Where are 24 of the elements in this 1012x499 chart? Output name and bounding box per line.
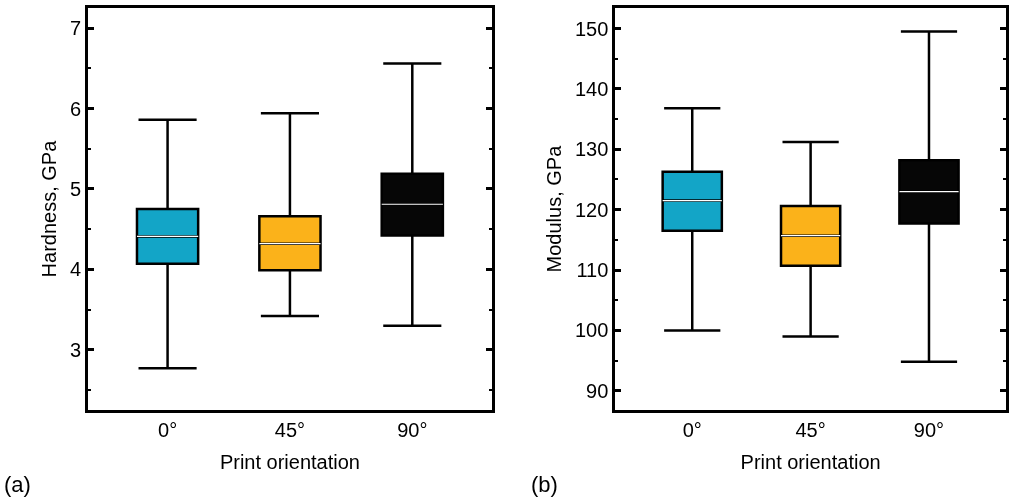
y-tick-label: 120 bbox=[574, 198, 609, 221]
y-tick-label: 100 bbox=[574, 319, 609, 342]
x-tick-label: 90° bbox=[397, 419, 428, 442]
x-tick-label: 45° bbox=[795, 419, 826, 442]
y-tick-label: 130 bbox=[574, 138, 609, 161]
x-tick-label: 0° bbox=[682, 419, 702, 442]
y-tick-label: 140 bbox=[574, 77, 609, 100]
y-tick-label: 6 bbox=[69, 97, 82, 120]
text: (a) bbox=[4, 472, 31, 497]
x-axis-title: Print orientation bbox=[740, 450, 881, 473]
y-tick-label: 5 bbox=[69, 177, 82, 200]
y-tick-label: 150 bbox=[574, 17, 609, 40]
y-axis-title: Hardness, GPa bbox=[38, 139, 61, 278]
x-axis-title: Print orientation bbox=[219, 450, 360, 473]
x-tick-label: 90° bbox=[913, 419, 945, 442]
y-tick-label: 90 bbox=[586, 379, 609, 402]
y-tick-label: 4 bbox=[69, 258, 82, 281]
y-axis-title: Modulus, GPa bbox=[543, 144, 566, 273]
y-tick-label: 7 bbox=[69, 17, 82, 40]
text: (b) bbox=[531, 472, 558, 497]
y-tick-label: 110 bbox=[576, 259, 609, 282]
x-tick-label: 45° bbox=[274, 419, 306, 442]
y-tick-label: 3 bbox=[69, 338, 82, 361]
x-tick-label: 0° bbox=[158, 419, 178, 442]
